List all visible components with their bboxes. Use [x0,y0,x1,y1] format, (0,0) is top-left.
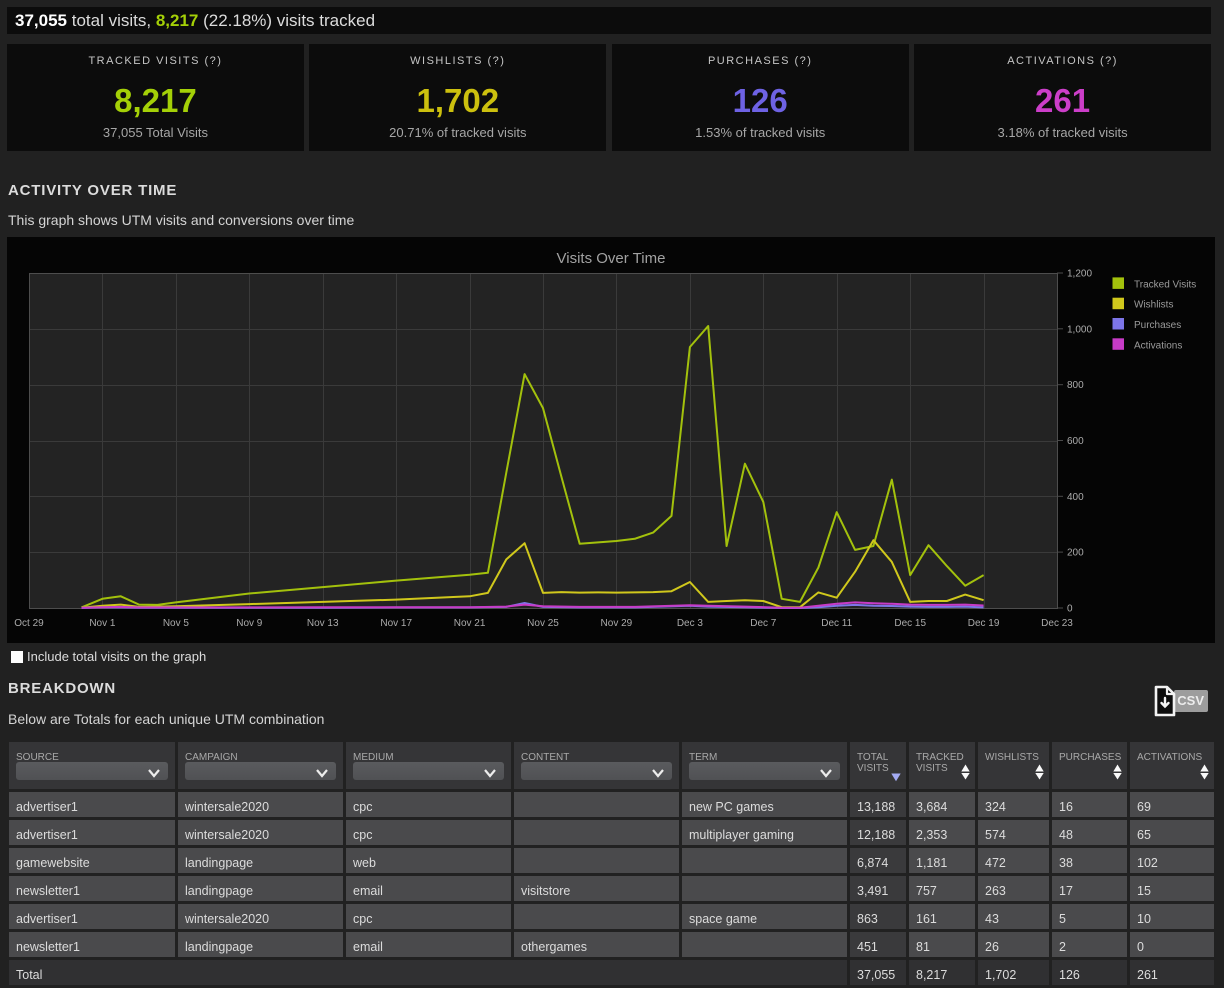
svg-text:Nov 25: Nov 25 [527,618,559,629]
svg-text:Nov 1: Nov 1 [89,618,116,629]
svg-text:Oct 29: Oct 29 [14,618,44,629]
svg-text:Dec 15: Dec 15 [894,618,926,629]
svg-text:400: 400 [1067,492,1084,503]
svg-text:Dec 23: Dec 23 [1041,618,1073,629]
svg-text:Nov 17: Nov 17 [380,618,412,629]
svg-text:Nov 5: Nov 5 [163,618,190,629]
svg-text:0: 0 [1067,604,1073,615]
svg-text:600: 600 [1067,436,1084,447]
svg-text:Dec 3: Dec 3 [677,618,704,629]
svg-text:Activations: Activations [1134,340,1182,351]
svg-text:Purchases: Purchases [1134,320,1181,331]
svg-text:Dec 7: Dec 7 [750,618,777,629]
svg-text:Dec 19: Dec 19 [968,618,1000,629]
svg-text:800: 800 [1067,380,1084,391]
svg-text:Nov 21: Nov 21 [454,618,486,629]
svg-text:Nov 13: Nov 13 [307,618,339,629]
svg-text:Dec 11: Dec 11 [821,618,852,629]
svg-text:1,200: 1,200 [1067,269,1092,280]
svg-text:200: 200 [1067,548,1084,559]
svg-text:1,000: 1,000 [1067,324,1092,335]
svg-text:Nov 29: Nov 29 [601,618,633,629]
svg-text:Wishlists: Wishlists [1134,300,1173,311]
svg-text:Tracked Visits: Tracked Visits [1134,279,1196,290]
svg-text:Nov 9: Nov 9 [236,618,263,629]
svg-text:Visits Over Time: Visits Over Time [557,250,666,267]
